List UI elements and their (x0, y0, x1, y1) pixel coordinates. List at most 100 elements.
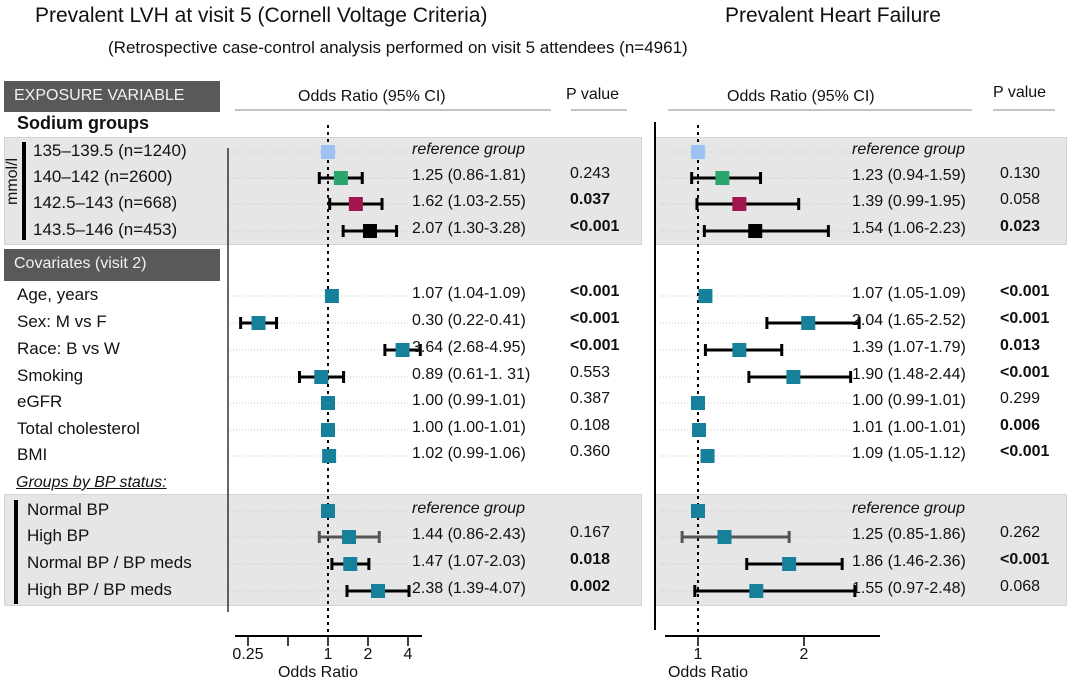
or-ci-label: 1.47 (1.07-2.03) (412, 553, 526, 570)
p-value: 0.037 (570, 191, 611, 208)
reference-group-label: reference group (412, 500, 525, 517)
p-value: <0.001 (570, 310, 620, 327)
point-marker (321, 145, 335, 159)
or-ci-label: 1.07 (1.05-1.09) (852, 285, 966, 302)
row-label: Sex: M vs F (17, 312, 107, 331)
row-label: Total cholesterol (17, 419, 140, 438)
or-ci-label: 1.44 (0.86-2.43) (412, 526, 526, 543)
or-ci-label: 1.09 (1.05-1.12) (852, 445, 966, 462)
bp-band-right (655, 494, 1067, 606)
p-value: 0.553 (570, 364, 611, 381)
or-ci-label: 1.02 (0.99-1.06) (412, 445, 526, 462)
bp-groups-heading: Groups by BP status: (16, 474, 167, 491)
or-ci-label: 0.89 (0.61-1. 31) (412, 366, 531, 383)
or-ci-label: 2.04 (1.65-2.52) (852, 312, 966, 329)
bp-band-left (4, 494, 642, 606)
x-tick-label: 1 (693, 646, 703, 663)
point-marker (782, 557, 797, 571)
row-label: 143.5–146 (n=453) (33, 220, 178, 239)
covariates-header: Covariates (visit 2) (4, 249, 220, 281)
p-value: <0.001 (1000, 283, 1050, 300)
exposure-variable-header: EXPOSURE VARIABLE (4, 81, 220, 112)
or-ci-label: 3.64 (2.68-4.95) (412, 339, 526, 356)
x-tick-label: 2 (799, 646, 809, 663)
bp-bracket (14, 500, 18, 604)
x-axis-label: Odds Ratio (667, 664, 749, 681)
or-ci-label: 2.07 (1.30-3.28) (412, 220, 526, 237)
reference-group-label: reference group (412, 141, 525, 158)
row-label: BMI (17, 445, 48, 464)
left-panel-title: Prevalent LVH at visit 5 (Cornell Voltag… (35, 4, 488, 27)
p-value: <0.001 (1000, 310, 1050, 327)
point-marker (691, 396, 705, 410)
reference-group-label: reference group (852, 500, 965, 517)
point-marker (322, 449, 337, 463)
or-ci-label: 0.30 (0.22-0.41) (412, 312, 526, 329)
point-marker (371, 584, 386, 598)
sodium-bracket (22, 142, 26, 240)
p-value: <0.001 (1000, 364, 1050, 381)
or-ci-label: 1.54 (1.06-2.23) (852, 220, 966, 237)
or-ci-label: 2.38 (1.39-4.07) (412, 580, 526, 597)
point-marker (348, 197, 363, 211)
p-value: 0.262 (1000, 524, 1041, 541)
point-marker (314, 370, 329, 384)
point-marker (749, 584, 764, 598)
or-ci-label: 1.25 (0.85-1.86) (852, 526, 966, 543)
p-value: 0.387 (570, 390, 611, 407)
or-ci-label: 1.23 (0.94-1.59) (852, 167, 966, 184)
point-marker (321, 396, 335, 410)
row-label: Smoking (17, 366, 84, 385)
p-value: 0.023 (1000, 218, 1041, 235)
p-value: 0.058 (1000, 191, 1041, 208)
point-marker (321, 423, 335, 437)
or-ci-label: 1.90 (1.48-2.44) (852, 366, 966, 383)
x-tick-label: 4 (403, 646, 413, 663)
right-p-header: P value (993, 84, 1047, 101)
right-panel-title: Prevalent Heart Failure (725, 4, 941, 27)
point-marker (801, 316, 816, 330)
point-marker (692, 423, 707, 437)
point-marker (748, 224, 763, 238)
point-marker (715, 171, 730, 185)
p-value: 0.130 (1000, 165, 1041, 182)
x-axis-label: Odds Ratio (277, 664, 359, 681)
point-marker (698, 289, 713, 303)
left-or-ci-header: Odds Ratio (95% CI) (298, 88, 446, 105)
row-label: High BP (27, 526, 90, 545)
p-value: 0.360 (570, 443, 611, 460)
subtitle: (Retrospective case-control analysis per… (108, 38, 688, 57)
point-marker (342, 530, 357, 544)
or-ci-label: 1.01 (1.00-1.01) (852, 419, 966, 436)
row-label: Race: B vs W (17, 339, 120, 358)
x-tick-label: 0.25 (232, 646, 264, 663)
point-marker (732, 197, 747, 211)
sodium-band-right (655, 137, 1067, 245)
point-marker (700, 449, 715, 463)
row-label: 135–139.5 (n=1240) (33, 141, 187, 160)
left-p-header: P value (566, 86, 620, 103)
p-value: <0.001 (570, 337, 620, 354)
p-value: <0.001 (570, 283, 620, 300)
point-marker (362, 224, 377, 238)
x-tick-label: 1 (323, 646, 333, 663)
p-value: 0.006 (1000, 417, 1041, 434)
p-value: 0.243 (570, 165, 611, 182)
or-ci-label: 1.55 (0.97-2.48) (852, 580, 966, 597)
point-marker (732, 343, 747, 357)
or-ci-label: 1.00 (0.99-1.01) (412, 392, 526, 409)
x-tick-label: 2 (363, 646, 373, 663)
point-marker (324, 289, 339, 303)
sodium-groups-heading: Sodium groups (17, 113, 149, 133)
point-marker (691, 504, 705, 518)
point-marker (395, 343, 410, 357)
or-ci-label: 1.86 (1.46-2.36) (852, 553, 966, 570)
point-marker (786, 370, 801, 384)
row-label: 142.5–143 (n=668) (33, 193, 178, 212)
p-value: <0.001 (1000, 551, 1050, 568)
p-value: 0.108 (570, 417, 611, 434)
p-value: 0.068 (1000, 578, 1041, 595)
point-marker (717, 530, 732, 544)
